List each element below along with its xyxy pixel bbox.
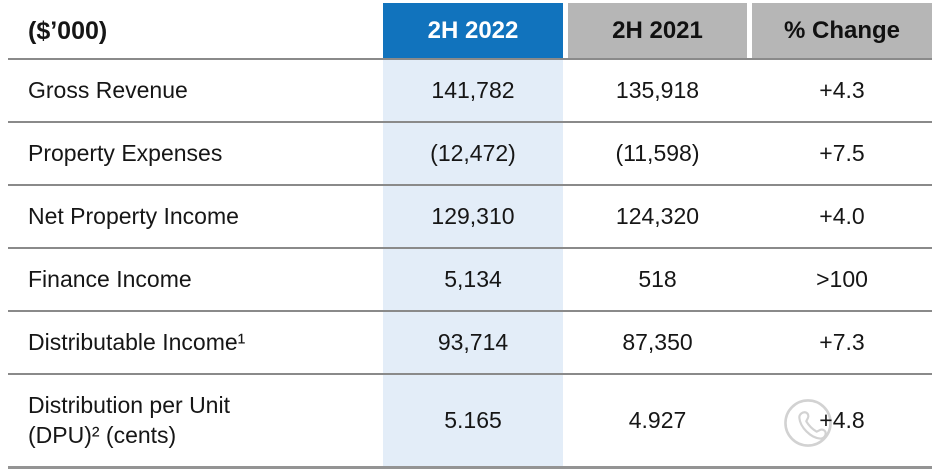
table-row: Distributable Income¹ 93,714 87,350 +7.3 <box>8 312 932 375</box>
value-2h2021: (11,598) <box>615 140 700 166</box>
value-2h2022: 5.165 <box>383 375 563 466</box>
row-label: Net Property Income <box>28 202 239 229</box>
value-pct-change: +4.0 <box>819 203 865 229</box>
row-label: Distribution per Unit (DPU)² (cents) <box>28 392 230 448</box>
table-row: Net Property Income 129,310 124,320 +4.0 <box>8 186 932 249</box>
value-pct-change: +4.8 <box>819 407 865 433</box>
value-2h2022: 129,310 <box>383 186 563 247</box>
value-pct-change: +7.3 <box>819 329 865 355</box>
table-row: Gross Revenue 141,782 135,918 +4.3 <box>8 60 932 123</box>
value-2h2022: 5,134 <box>383 249 563 310</box>
value-pct-change: +4.3 <box>819 77 865 103</box>
value-2h2021: 135,918 <box>615 77 700 103</box>
value-2h2022: 93,714 <box>383 312 563 373</box>
value-pct-change: >100 <box>816 266 868 292</box>
value-2h2022: 141,782 <box>383 60 563 121</box>
value-2h2022: (12,472) <box>383 123 563 184</box>
value-2h2021: 518 <box>638 266 677 292</box>
table-row: Distribution per Unit (DPU)² (cents) 5.1… <box>8 375 932 469</box>
table-row: Finance Income 5,134 518 >100 <box>8 249 932 312</box>
value-2h2021: 87,350 <box>622 329 693 355</box>
row-label: Finance Income <box>28 265 192 292</box>
financial-results-table: ($’000) 2H 2022 2H 2021 % Change Gross R… <box>8 3 932 469</box>
table-header-row: ($’000) 2H 2022 2H 2021 % Change <box>8 3 932 60</box>
units-header: ($’000) <box>28 16 108 45</box>
value-2h2021: 4.927 <box>628 407 687 433</box>
row-label: Property Expenses <box>28 139 223 166</box>
table-row: Property Expenses (12,472) (11,598) +7.5 <box>8 123 932 186</box>
column-header-2h2021: 2H 2021 <box>568 3 747 58</box>
column-header-pct-change: % Change <box>752 3 932 58</box>
row-label: Gross Revenue <box>28 76 188 103</box>
value-pct-change: +7.5 <box>819 140 865 166</box>
value-2h2021: 124,320 <box>615 203 700 229</box>
row-label: Distributable Income¹ <box>28 328 246 355</box>
column-header-2h2022: 2H 2022 <box>383 3 563 58</box>
phone-circle-icon <box>784 399 832 447</box>
